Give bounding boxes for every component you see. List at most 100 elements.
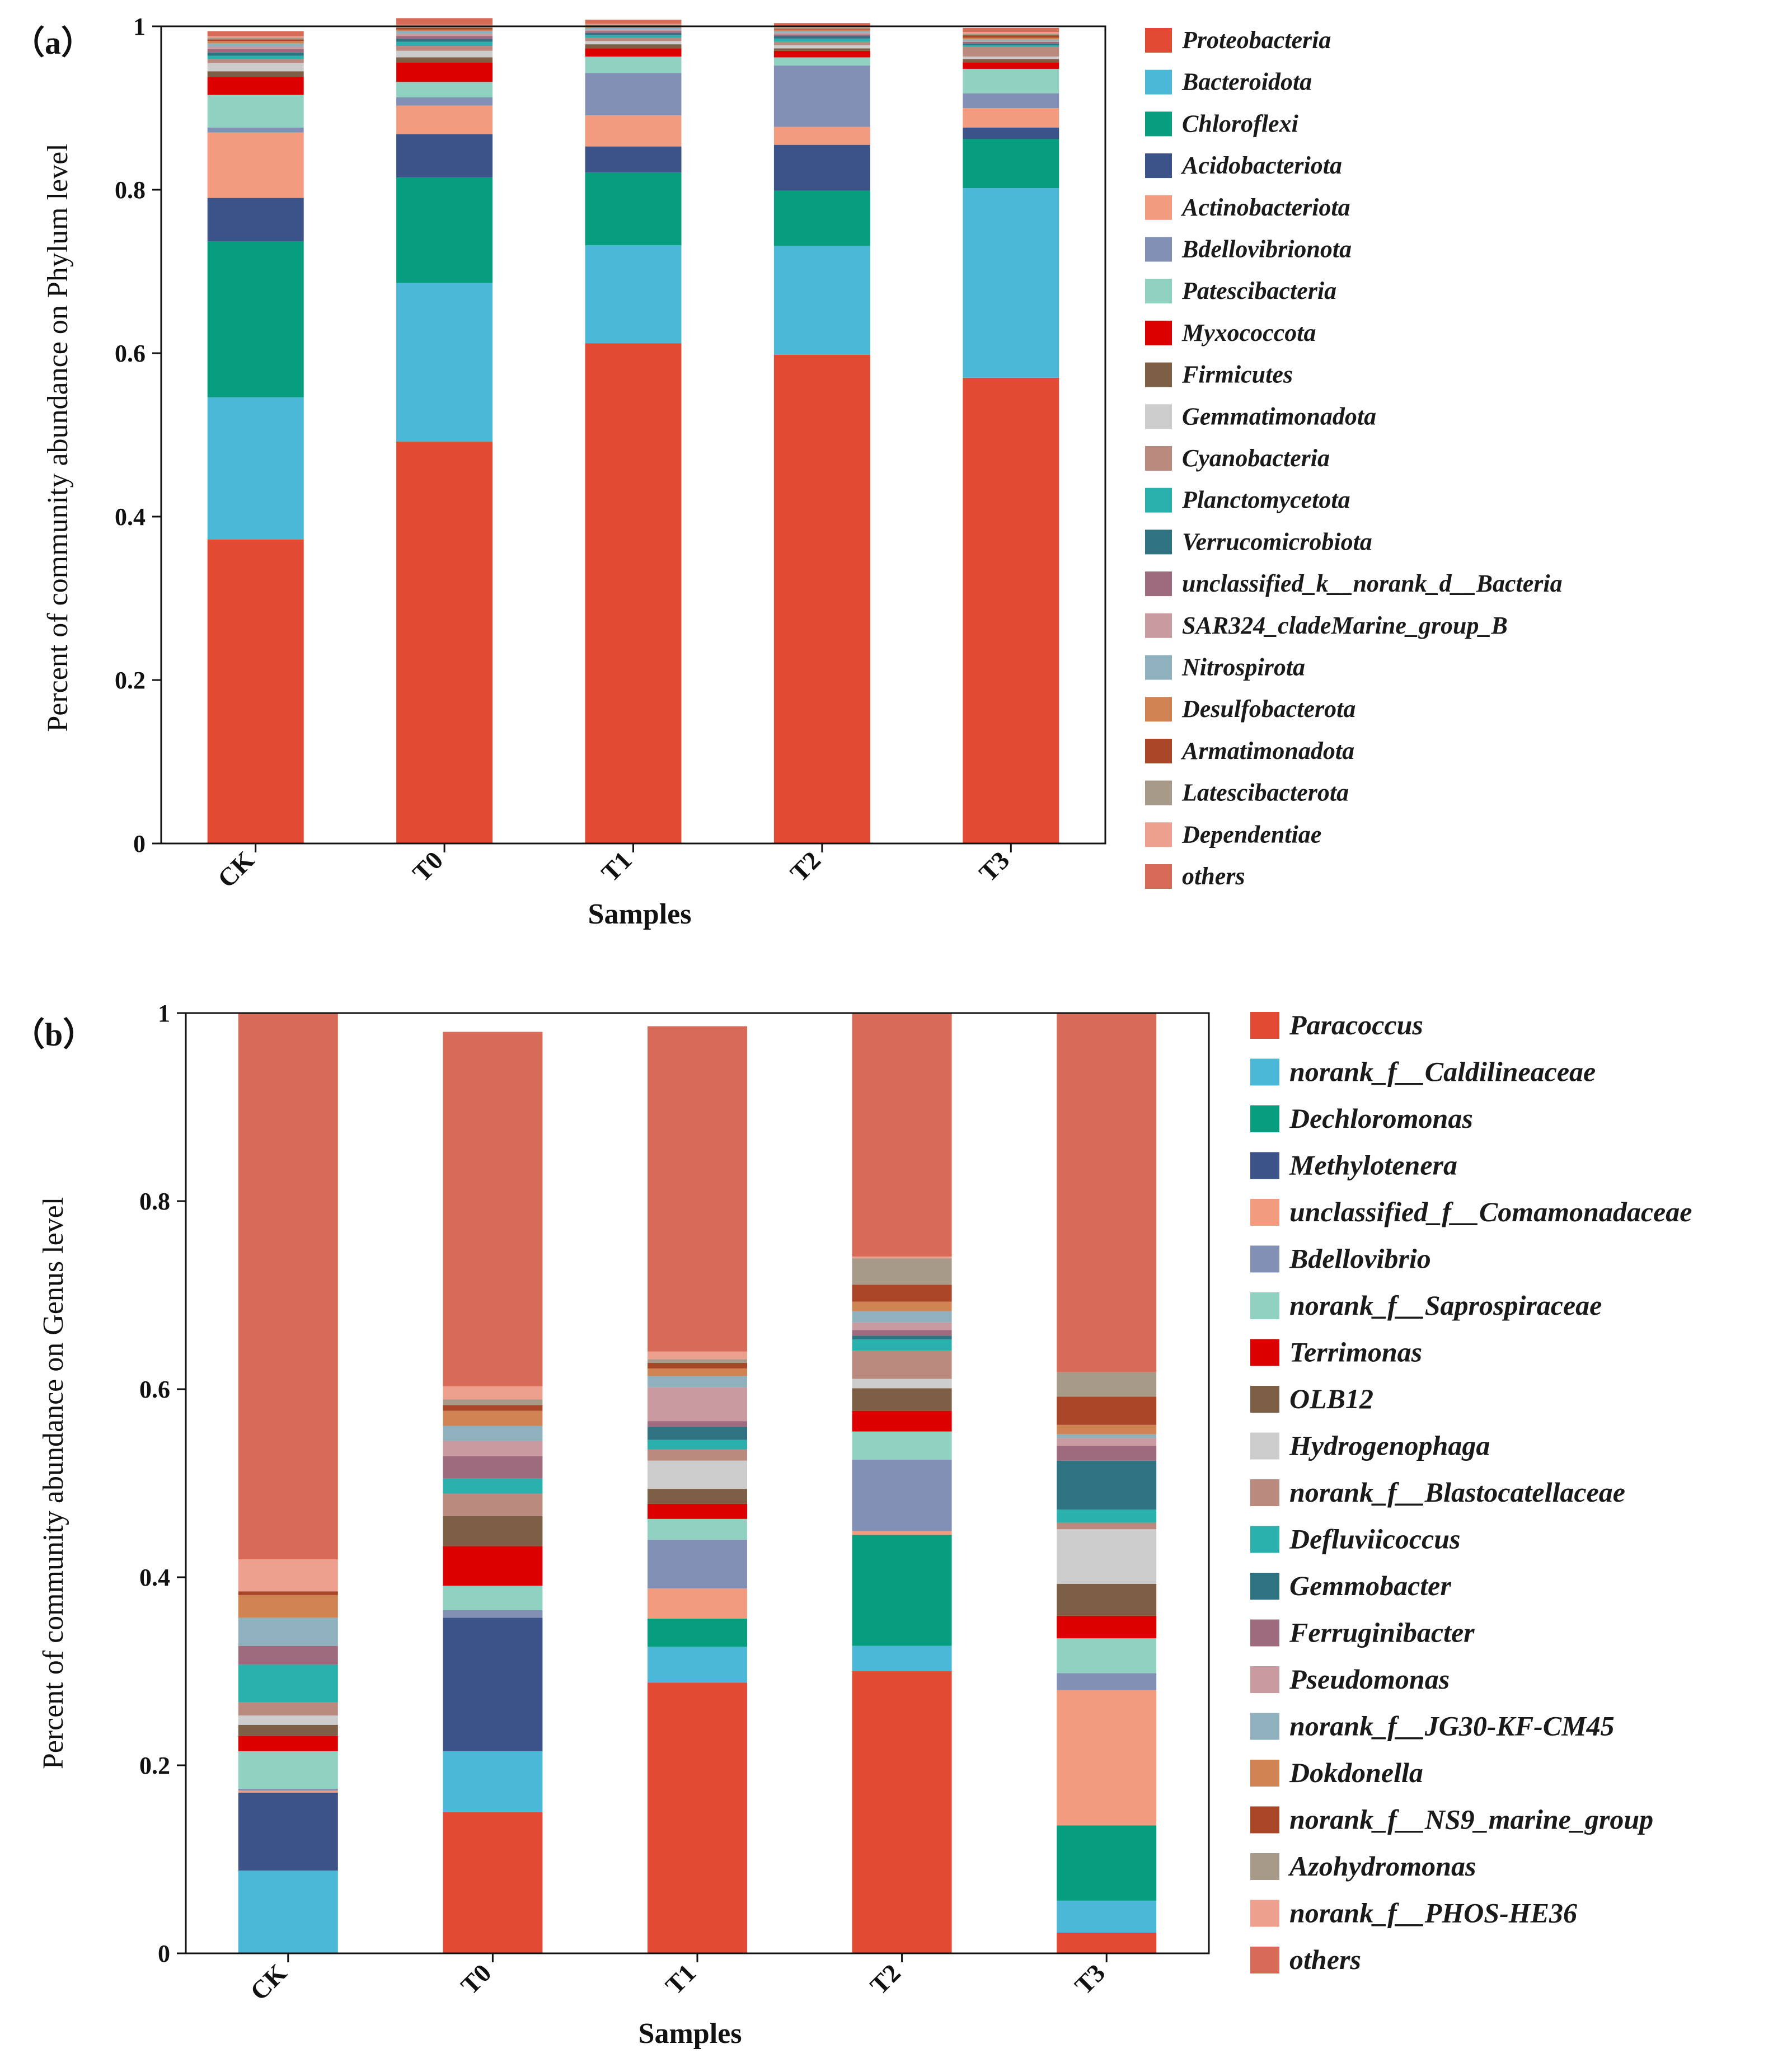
panel-a-bar-T2-Desulfobacterota [773, 29, 870, 31]
panel-a-legend-label-Myxococcota: Myxococcota [1181, 319, 1316, 346]
panel-a-legend-swatch-unclassified_k__norank_d__Bacteria [1145, 571, 1172, 597]
panel-a-xlabel: Samples [588, 898, 692, 930]
panel-b-legend-label-unclassified_f__Comamonadaceae: unclassified_f__Comamonadaceae [1289, 1196, 1692, 1227]
panel-a-ylabel: Percent of community abundance on Phylum… [42, 143, 74, 732]
panel-a-bar-T2-Planctomycetota [773, 38, 870, 42]
panel-a-bar-CK-Desulfobacterota [207, 41, 304, 44]
panel-b-xtick-label-T2: T2 [865, 1958, 906, 2000]
panel-a-legend-label-Latescibacterota: Latescibacterota [1181, 779, 1349, 807]
panel-b-bar-T0-Methylotenera [443, 1618, 543, 1751]
panel-a-legend-swatch-SAR324_cladeMarine_group_B [1145, 613, 1172, 638]
panel-b-legend-swatch-norank_f__Blastocatellaceae [1250, 1479, 1279, 1506]
panel-a-legend-swatch-Dependentiae [1145, 822, 1172, 847]
panel-b-label: （b） [12, 1016, 95, 1053]
panel-a-bar-T3-Cyanobacteria [963, 46, 1059, 57]
panel-a-bar-CK-Planctomycetota [207, 55, 304, 59]
panel-b-legend-swatch-Ferruginibacter [1250, 1619, 1279, 1647]
panel-a-bar-CK-SAR324_cladeMarine_group_B [207, 46, 304, 49]
panel-a-bar-T1-Proteobacteria [585, 343, 682, 843]
panel-b-legend-label-norank_f__PHOS-HE36: norank_f__PHOS-HE36 [1289, 1897, 1577, 1929]
panel-a-legend-label-Acidobacteriota: Acidobacteriota [1180, 152, 1342, 179]
panel-a-bar-CK-Gemmatimonadota [207, 63, 304, 72]
panel-b-ytick-label: 0.6 [139, 1376, 170, 1403]
panel-a-legend-swatch-Gemmatimonadota [1145, 404, 1172, 429]
panel-a-bar-CK-Bdellovibrionota [207, 128, 304, 133]
panel-a-bar-CK-others [207, 31, 304, 36]
panel-a-bar-T2-Patescibacteria [773, 57, 870, 66]
panel-b-bar-T0-Paracoccus [443, 1812, 543, 1953]
panel-b-bar-CK-OLB12 [238, 1724, 338, 1736]
panel-b-bar-CK-Defluviicoccus [238, 1665, 338, 1703]
panel-a-bar-T3-unclassified_k__norank_d__Bacteria [963, 41, 1059, 44]
panel-a-legend-label-Gemmatimonadota: Gemmatimonadota [1182, 402, 1376, 430]
panel-a-bar-T3-Armatimonadota [963, 35, 1059, 38]
panel-a-ytick-label: 0.2 [115, 667, 146, 694]
panel-b-bar-T2-OLB12 [852, 1388, 952, 1411]
panel-b-bar-T3-Azohydromonas [1057, 1372, 1157, 1397]
panel-a-legend-label-Bacteroidota: Bacteroidota [1181, 68, 1312, 96]
panel-b-legend-swatch-Terrimonas [1250, 1339, 1279, 1366]
panel-a-bar-CK-Bacteroidota [207, 397, 304, 540]
panel-a-bar-T2-Chloroflexi [773, 190, 870, 246]
panel-b-legend-swatch-Bdellovibrio [1250, 1245, 1279, 1273]
panel-b-ytick-label: 0.8 [139, 1188, 170, 1215]
panel-b-legend-label-Dokdonella: Dokdonella [1289, 1757, 1423, 1788]
panel-b-legend-label-Terrimonas: Terrimonas [1289, 1337, 1422, 1368]
panel-b-bar-T3-Bdellovibrio [1057, 1673, 1157, 1690]
panel-a-bar-T3-Patescibacteria [963, 68, 1059, 93]
panel-b-legend-label-norank_f__Caldilineaceae: norank_f__Caldilineaceae [1289, 1056, 1596, 1087]
panel-b-bar-T3-norank_f__JG30-KF-CM45 [1057, 1434, 1157, 1438]
panel-a-bar-CK-Cyanobacteria [207, 59, 304, 63]
panel-b-legend-swatch-norank_f__Saprospiraceae [1250, 1292, 1279, 1319]
panel-a-bar-T1-Actinobacteriota [585, 115, 682, 147]
panel-a-bar-T2-Bdellovibrionota [773, 65, 870, 127]
panel-b-legend-label-norank_f__NS9_marine_group: norank_f__NS9_marine_group [1289, 1804, 1653, 1835]
panel-a-legend-label-SAR324_cladeMarine_group_B: SAR324_cladeMarine_group_B [1182, 612, 1508, 639]
panel-b-bar-T2-norank_f__Caldilineaceae [852, 1646, 952, 1671]
panel-a-legend-label-Cyanobacteria: Cyanobacteria [1182, 444, 1330, 472]
panel-b-bar-T1-others [648, 1026, 747, 1352]
panel-b-bar-T2-Paracoccus [852, 1671, 952, 1953]
panel-b-bar-T3-OLB12 [1057, 1583, 1157, 1616]
panel-a-bar-T0-Armatimonadota [396, 27, 493, 30]
panel-b-bar-CK-norank_f__Blastocatellaceae [238, 1702, 338, 1715]
panel-b-legend-label-Dechloromonas: Dechloromonas [1289, 1103, 1473, 1134]
panel-a-bar-T1-SAR324_cladeMarine_group_B [585, 29, 682, 31]
panel-a-bar-T1-Bacteroidota [585, 245, 682, 344]
panel-a-legend-label-Patescibacteria: Patescibacteria [1181, 277, 1336, 304]
panel-a-bar-T2-Firmicutes [773, 48, 870, 51]
panel-b-bar-T2-Ferruginibacter [852, 1330, 952, 1336]
panel-b-bar-T1-Azohydromonas [648, 1359, 747, 1363]
panel-b-legend-label-Methylotenera: Methylotenera [1289, 1150, 1457, 1181]
panel-a-bar-CK-Patescibacteria [207, 95, 304, 128]
panel-b-bar-T0-Ferruginibacter [443, 1456, 543, 1479]
panel-a-bar-T2-Nitrospirota [773, 31, 870, 33]
panel-a-bar-CK-Dependentiae [207, 36, 304, 38]
panel-b-bar-T1-Bdellovibrio [648, 1539, 747, 1589]
panel-b-legend-swatch-norank_f__NS9_marine_group [1250, 1806, 1279, 1834]
panel-b-plot-frame [185, 1012, 1210, 1954]
panel-b-bar-T0-Bdellovibrio [443, 1610, 543, 1618]
panel-a-bar-T0-others [396, 18, 493, 25]
panel-b-bar-T2-norank_f__NS9_marine_group [852, 1285, 952, 1302]
panel-b-legend-swatch-unclassified_f__Comamonadaceae [1250, 1199, 1279, 1226]
panel-b-bar-T1-OLB12 [648, 1489, 747, 1504]
panel-a-legend-swatch-Bacteroidota [1145, 69, 1172, 95]
panel-a-bar-T0-Desulfobacterota [396, 29, 493, 31]
panel-b-bar-T2-norank_f__PHOS-HE36 [852, 1257, 952, 1259]
panel-a-bar-T1-Verrucomicrobiota [585, 32, 682, 36]
panel-a-legend-swatch-Nitrospirota [1145, 655, 1172, 680]
panel-a-bar-T3-Proteobacteria [963, 377, 1059, 843]
panel-a-bar-T2-unclassified_k__norank_d__Bacteria [773, 34, 870, 36]
panel-b-legend-swatch-Dechloromonas [1250, 1105, 1279, 1132]
panel-a-legend-swatch-Planctomycetota [1145, 487, 1172, 513]
panel-a-legend-swatch-others [1145, 864, 1172, 889]
panel-b-xtick-label-T3: T3 [1069, 1958, 1110, 2000]
panel-b-bar-T1-norank_f__NS9_marine_group [648, 1362, 747, 1369]
panel-a-bar-T1-Patescibacteria [585, 57, 682, 73]
panel-a-bar-T0-Myxococcota [396, 62, 493, 82]
panel-a-bar-T3-Nitrospirota [963, 39, 1059, 41]
panel-b-bar-T1-Dechloromonas [648, 1618, 747, 1647]
panel-b-xtick-label-T0: T0 [455, 1958, 496, 2000]
